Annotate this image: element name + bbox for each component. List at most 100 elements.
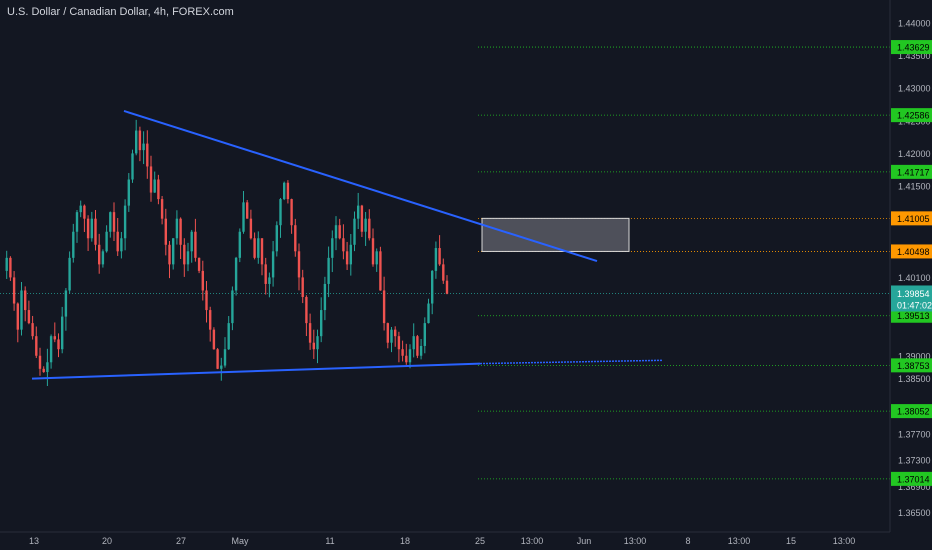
candle-body	[401, 349, 404, 356]
plot-area[interactable]	[0, 46, 890, 480]
price-level-badge	[891, 358, 932, 373]
price-tick-label: 1.36900	[898, 482, 931, 492]
price-level-badge	[891, 40, 932, 55]
price-tick-label: 1.42000	[898, 149, 931, 159]
candle-body	[297, 251, 301, 278]
candle-body	[394, 329, 397, 337]
candle-body	[357, 205, 360, 219]
candle-body	[338, 225, 341, 239]
candle-body	[149, 166, 153, 193]
price-tick-label: 1.41500	[898, 182, 931, 192]
candle-body	[416, 336, 419, 356]
price-level-label: 1.39513	[897, 311, 930, 321]
price-level-label: 1.38753	[897, 361, 930, 371]
candle-body	[116, 231, 119, 252]
candle-body	[257, 238, 260, 258]
candle-body	[427, 303, 430, 324]
candle-body	[27, 310, 31, 324]
ascending-trendline	[31, 362, 481, 380]
candle-body	[146, 143, 149, 167]
price-tick-label: 1.40100	[898, 273, 931, 283]
price-tick-label: 1.36500	[898, 508, 931, 518]
chart-title: U.S. Dollar / Canadian Dollar, 4h, FOREX…	[7, 6, 234, 18]
candle-body	[120, 238, 123, 252]
candle-body	[194, 231, 197, 258]
candle-body	[334, 225, 338, 239]
candle-body	[345, 251, 349, 265]
candle-body	[83, 205, 86, 219]
time-axis[interactable]: 13 20 27 May 11 18 25 13:00 Jun 13:00 8 13:00 15 13:0…	[0, 531, 890, 546]
candle-body	[223, 349, 227, 366]
time-tick-label: 13:00	[833, 536, 856, 546]
candle-body	[190, 231, 193, 252]
candle-body	[249, 218, 253, 239]
candle-body	[172, 238, 175, 265]
price-tick-label: 1.43000	[898, 84, 931, 94]
candle-body	[349, 244, 352, 265]
candle-body	[9, 257, 12, 278]
candle-body	[61, 316, 64, 350]
candle-body	[253, 238, 256, 258]
candle-body	[127, 179, 130, 206]
candle-body	[153, 179, 156, 193]
supply-zone-rect	[481, 217, 630, 252]
price-level-label: 1.38052	[897, 407, 930, 417]
price-level-badge	[891, 471, 932, 486]
candle-body	[386, 323, 389, 343]
candle-body	[290, 199, 293, 226]
time-tick-label: 27	[176, 536, 186, 546]
candle-body	[90, 218, 93, 239]
candle-body	[64, 290, 68, 317]
candle-body	[286, 182, 290, 200]
candle-body	[323, 283, 327, 311]
candle-body	[79, 205, 82, 213]
candle-body	[405, 355, 408, 363]
candle-body	[382, 290, 386, 324]
candle-body	[279, 199, 282, 226]
candle-body	[445, 280, 449, 294]
candle-body	[342, 238, 345, 252]
price-axis[interactable]: 1.440001.435001.430001.425001.420001.415…	[889, 0, 932, 532]
price-level-label: 1.41005	[897, 214, 930, 224]
candle-body	[283, 182, 286, 200]
candle-body	[268, 277, 271, 284]
candle-body	[371, 238, 375, 265]
candle-body	[412, 336, 415, 350]
candle-body	[86, 218, 90, 239]
descending-trendline	[123, 110, 598, 263]
candle-body	[16, 303, 19, 330]
candle-body	[419, 345, 423, 356]
candle-body	[227, 323, 230, 350]
candle-body	[260, 238, 264, 265]
price-tick-label: 1.39000	[898, 351, 931, 361]
candle-body	[157, 179, 160, 200]
candle-body	[327, 257, 330, 284]
price-level-label: 1.41717	[897, 167, 930, 177]
candle-body	[205, 290, 208, 311]
candle-body	[42, 368, 45, 373]
candle-body	[360, 205, 364, 232]
candle-body	[105, 231, 108, 252]
time-tick-label: 18	[400, 536, 410, 546]
candle-body	[24, 290, 27, 311]
candle-body	[397, 336, 401, 350]
candle-body	[312, 342, 315, 350]
candle-body	[38, 355, 42, 369]
candle-body	[294, 225, 297, 252]
countdown-label: 01:47:02	[897, 300, 932, 310]
candle-body	[12, 277, 16, 304]
time-tick-label: 13:00	[728, 536, 751, 546]
candle-body	[209, 310, 212, 330]
candle-body	[94, 218, 97, 245]
candle-body	[57, 339, 60, 350]
candle-body	[353, 218, 356, 245]
time-tick-label: 20	[102, 536, 112, 546]
candle-body	[53, 336, 56, 340]
candle-body	[197, 257, 201, 271]
candle-body	[320, 310, 323, 337]
candle-body	[375, 251, 378, 265]
candle-body	[216, 349, 219, 369]
candle-body	[246, 202, 249, 219]
candle-body	[442, 264, 445, 281]
